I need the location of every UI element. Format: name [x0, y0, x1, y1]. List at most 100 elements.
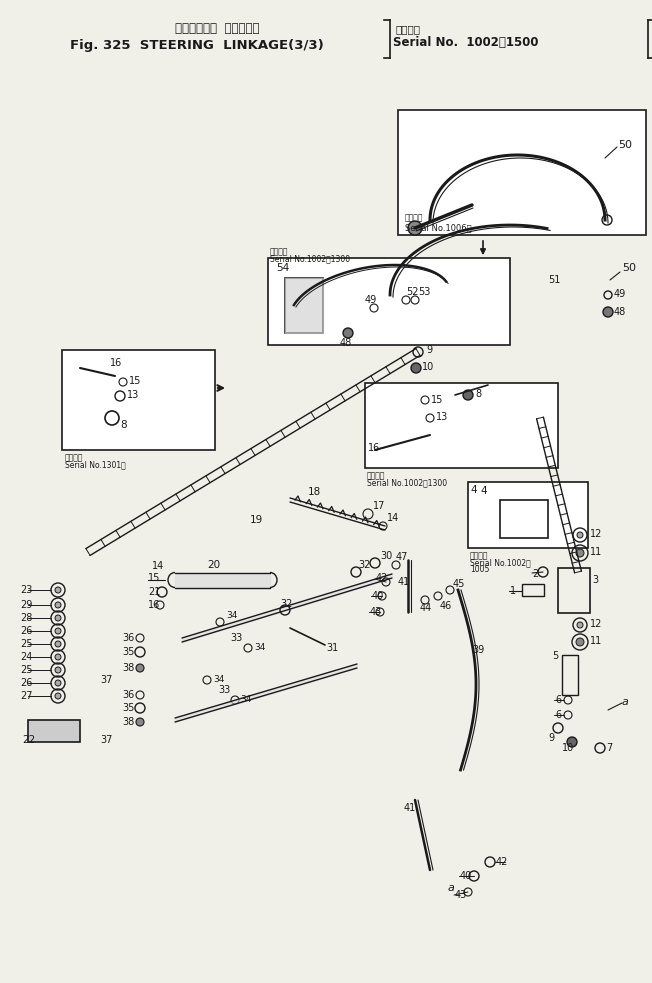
Text: 29: 29: [20, 600, 33, 610]
Circle shape: [136, 664, 144, 672]
Text: 14: 14: [152, 561, 164, 571]
Text: 4: 4: [480, 486, 486, 496]
Bar: [28, 720, 80, 742]
Circle shape: [55, 602, 61, 608]
Text: 18: 18: [308, 487, 321, 497]
Text: 23: 23: [20, 585, 33, 595]
Text: 19: 19: [250, 515, 263, 525]
Text: 適用号機: 適用号機: [405, 213, 424, 222]
Text: Serial No.1002～1300: Serial No.1002～1300: [270, 255, 350, 263]
Text: a: a: [448, 883, 455, 893]
Text: 22: 22: [22, 735, 35, 745]
Text: 8: 8: [475, 389, 481, 399]
Text: 50: 50: [618, 140, 632, 150]
Text: 39: 39: [472, 645, 484, 655]
Text: 7: 7: [606, 743, 612, 753]
Text: 36: 36: [122, 690, 134, 700]
Text: 38: 38: [122, 663, 134, 673]
Circle shape: [55, 628, 61, 634]
Text: 49: 49: [365, 295, 378, 305]
Text: 32: 32: [280, 599, 292, 609]
Text: ステアリング  リンケージ: ステアリング リンケージ: [175, 22, 259, 34]
Circle shape: [55, 641, 61, 647]
Circle shape: [55, 667, 61, 673]
Text: 24: 24: [20, 652, 33, 662]
Text: 51: 51: [548, 275, 560, 285]
Text: 9: 9: [548, 733, 554, 743]
Text: 42: 42: [376, 573, 389, 583]
Circle shape: [603, 307, 613, 317]
Text: 適用号機: 適用号機: [270, 248, 288, 257]
Circle shape: [463, 390, 473, 400]
Text: 21: 21: [148, 587, 160, 597]
Text: 35: 35: [122, 703, 134, 713]
Bar: [500, 500, 548, 538]
Text: 12: 12: [590, 619, 602, 629]
Text: 適用号機: 適用号機: [470, 551, 488, 560]
Text: 32: 32: [358, 560, 370, 570]
Bar: [522, 584, 544, 596]
Text: 16: 16: [368, 443, 380, 453]
Text: 1005: 1005: [470, 565, 490, 574]
Text: 49: 49: [614, 289, 627, 299]
Text: 20: 20: [207, 560, 220, 570]
Text: 41: 41: [398, 577, 410, 587]
Text: 43: 43: [370, 607, 382, 617]
Text: 13: 13: [436, 412, 449, 422]
Text: 26: 26: [20, 626, 33, 636]
Text: 33: 33: [230, 633, 243, 643]
Text: 30: 30: [380, 551, 393, 561]
Circle shape: [577, 622, 583, 628]
Text: 8: 8: [120, 420, 126, 430]
Text: 14: 14: [387, 513, 399, 523]
Text: 48: 48: [614, 307, 627, 317]
Text: 11: 11: [590, 636, 602, 646]
Text: 36: 36: [122, 633, 134, 643]
Text: 17: 17: [373, 501, 385, 511]
Text: 3: 3: [592, 575, 598, 585]
Text: 37: 37: [100, 735, 112, 745]
Text: 15: 15: [129, 376, 141, 386]
Text: 43: 43: [455, 890, 467, 900]
Circle shape: [576, 638, 584, 646]
Text: 10: 10: [422, 362, 434, 372]
Text: 13: 13: [127, 390, 140, 400]
Text: 11: 11: [590, 547, 602, 557]
Text: 45: 45: [453, 579, 466, 589]
Text: 31: 31: [326, 643, 338, 653]
Bar: [365, 383, 558, 468]
Text: 26: 26: [20, 678, 33, 688]
Text: Serial No.  1002～1500: Serial No. 1002～1500: [393, 36, 539, 49]
Text: 10: 10: [562, 743, 574, 753]
Text: 34: 34: [240, 696, 252, 705]
Text: 4: 4: [470, 485, 477, 495]
Text: 38: 38: [122, 717, 134, 727]
Text: 40: 40: [372, 591, 384, 601]
Text: Serial No.1002～1300: Serial No.1002～1300: [367, 479, 447, 488]
Circle shape: [576, 549, 584, 557]
Circle shape: [577, 532, 583, 538]
Text: 28: 28: [20, 613, 33, 623]
Text: 33: 33: [218, 685, 230, 695]
Text: 44: 44: [420, 603, 432, 613]
Text: 52: 52: [406, 287, 419, 297]
Text: 6: 6: [555, 695, 561, 705]
Text: 25: 25: [20, 665, 33, 675]
Circle shape: [343, 328, 353, 338]
Text: 27: 27: [20, 691, 33, 701]
Text: Fig. 325  STEERING  LINKAGE(3/3): Fig. 325 STEERING LINKAGE(3/3): [70, 39, 324, 52]
Text: a: a: [622, 697, 629, 707]
Bar: [62, 350, 215, 450]
Text: 1: 1: [510, 586, 516, 596]
Circle shape: [55, 693, 61, 699]
Text: 42: 42: [496, 857, 509, 867]
Text: 15: 15: [431, 395, 443, 405]
Text: 37: 37: [100, 675, 112, 685]
Text: Serial No.1002～: Serial No.1002～: [470, 558, 531, 567]
Bar: [562, 655, 578, 695]
Text: 41: 41: [404, 803, 416, 813]
Bar: [398, 110, 646, 235]
Bar: [468, 482, 588, 548]
Circle shape: [567, 737, 577, 747]
Text: 46: 46: [440, 601, 452, 611]
